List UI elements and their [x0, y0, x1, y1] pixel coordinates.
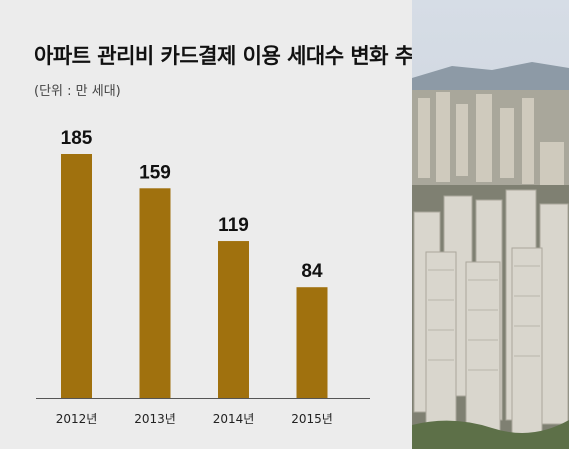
apartment-photo	[412, 0, 569, 449]
bar-2013년	[139, 188, 171, 398]
bar-chart: 185 2012년 159 2013년 119 2014년 84 2015년	[36, 128, 370, 426]
bar-value-label: 159	[139, 162, 171, 183]
bar-2015년	[296, 287, 328, 398]
bar-2014년	[218, 241, 249, 398]
bar-value-label: 119	[218, 215, 249, 236]
chart-title: 아파트 관리비 카드결제 이용 세대수 변화 추이	[34, 44, 433, 68]
bar-value-label: 185	[61, 128, 93, 149]
category-label: 2015년	[291, 412, 333, 426]
category-label: 2014년	[213, 412, 255, 426]
category-label: 2013년	[134, 412, 176, 426]
bar-value-label: 84	[301, 261, 323, 282]
chart-panel: 아파트 관리비 카드결제 이용 세대수 변화 추이 (단위 : 만 세대) 18…	[34, 44, 433, 426]
chart-unit-label: (단위 : 만 세대)	[34, 84, 121, 99]
category-label: 2012년	[56, 412, 98, 426]
bar-2012년	[61, 154, 92, 398]
